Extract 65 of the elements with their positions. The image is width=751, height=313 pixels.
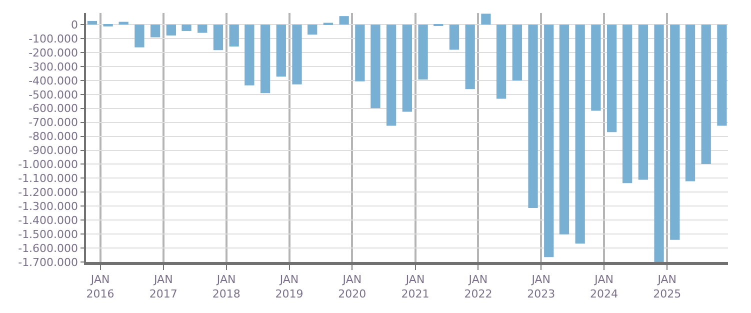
y-tick-label: -800.000 <box>28 130 78 144</box>
bar <box>481 14 491 25</box>
y-tick-label: -1.400.000 <box>18 214 78 227</box>
x-tick-label: JAN 2025 <box>653 273 682 300</box>
bar <box>87 20 98 25</box>
bar <box>166 24 176 36</box>
bar <box>182 24 192 32</box>
bar <box>670 24 680 240</box>
x-tick-label: JAN 2020 <box>338 273 366 300</box>
y-tick-label: -700.000 <box>28 116 78 130</box>
x-tick-label: JAN 2018 <box>212 273 240 300</box>
bar <box>512 24 522 80</box>
y-tick-label: -1.600.000 <box>18 242 78 255</box>
y-tick-label: -200.000 <box>28 46 78 60</box>
x-tick-label: JAN 2019 <box>275 273 304 300</box>
y-tick-label: -1.700.000 <box>18 256 78 269</box>
y-tick-label: -1.300.000 <box>18 200 78 213</box>
bar <box>496 24 506 99</box>
y-tick-label: -1.200.000 <box>18 186 78 200</box>
bar <box>591 24 601 111</box>
bar <box>150 24 160 38</box>
bar <box>244 24 254 86</box>
y-tick-label: -300.000 <box>28 60 78 74</box>
bar <box>465 24 475 90</box>
y-tick-label: -900.000 <box>28 144 78 158</box>
y-tick-label: 0 <box>71 18 78 32</box>
bar <box>386 24 396 126</box>
bar <box>308 24 318 35</box>
bar <box>606 24 617 132</box>
bar <box>402 24 412 112</box>
x-tick-label: JAN 2023 <box>527 273 556 300</box>
bar <box>685 24 696 182</box>
bar <box>559 24 570 234</box>
bar <box>701 24 711 164</box>
bar <box>622 24 632 184</box>
bar <box>654 24 664 262</box>
bar <box>355 24 365 82</box>
y-tick-label: -1.500.000 <box>18 228 78 241</box>
x-tick-label: JAN 2016 <box>86 273 114 300</box>
bar <box>134 24 144 48</box>
x-tick-label: JAN 2021 <box>401 273 430 300</box>
bar <box>638 24 648 180</box>
bar <box>717 24 727 126</box>
x-tick-label: JAN 2022 <box>464 273 492 300</box>
y-tick-label: -400.000 <box>28 74 78 88</box>
bar <box>339 16 349 25</box>
y-tick-label: -600.000 <box>28 102 78 116</box>
bar <box>370 24 380 108</box>
bar <box>276 24 286 77</box>
bar <box>213 24 224 50</box>
x-tick-label: JAN 2017 <box>149 273 178 300</box>
bar <box>544 24 554 258</box>
y-tick-label: -1.100.000 <box>18 172 78 186</box>
bar <box>528 24 538 208</box>
bar <box>575 24 585 244</box>
y-tick-label: -500.000 <box>28 88 78 102</box>
y-tick-label: -100.000 <box>28 32 78 46</box>
bar <box>292 24 302 84</box>
bar <box>449 24 460 50</box>
y-tick-label: -1.000.000 <box>18 158 78 172</box>
bar <box>229 24 239 47</box>
bar <box>198 24 208 33</box>
bar <box>260 24 270 94</box>
bar <box>418 24 428 80</box>
x-tick-label: JAN 2024 <box>590 273 618 300</box>
